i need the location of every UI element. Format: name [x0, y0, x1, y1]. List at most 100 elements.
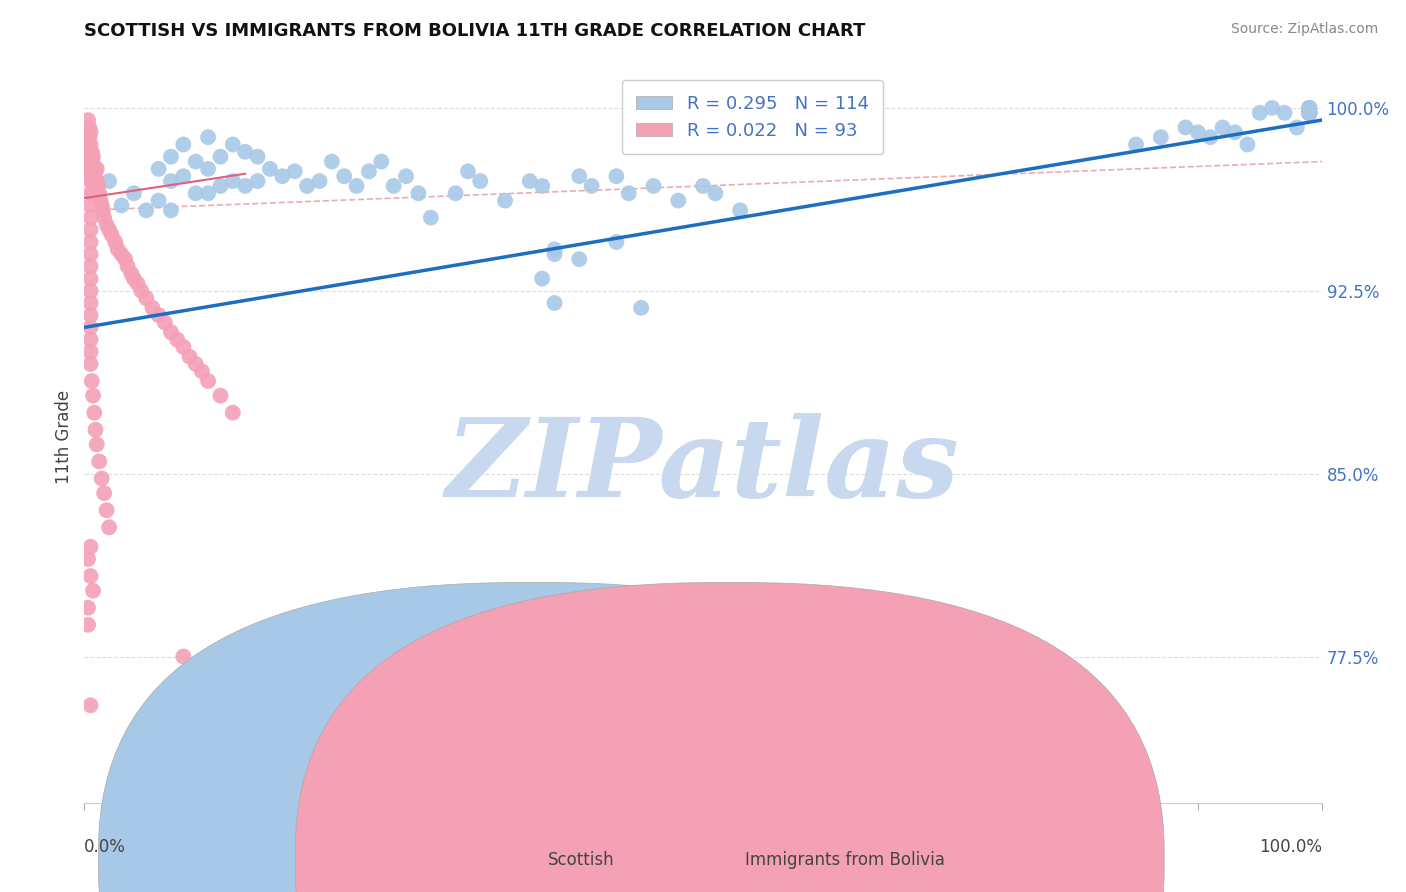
Point	[581, 178, 603, 193]
Point	[1298, 105, 1320, 120]
Point	[79, 271, 101, 285]
Point	[1249, 105, 1271, 120]
Point	[96, 503, 118, 517]
Point	[110, 247, 132, 261]
Point	[79, 540, 101, 554]
Point	[1298, 105, 1320, 120]
Point	[79, 174, 101, 188]
Point	[90, 198, 112, 212]
Point	[605, 169, 627, 184]
Point	[222, 137, 245, 152]
Point	[127, 277, 149, 291]
Point	[643, 178, 665, 193]
Point	[79, 235, 101, 249]
Point	[543, 296, 565, 310]
Point	[160, 174, 183, 188]
Point	[79, 130, 101, 145]
Point	[79, 120, 101, 135]
Text: Immigrants from Bolivia: Immigrants from Bolivia	[745, 851, 945, 869]
Point	[77, 113, 100, 128]
Point	[543, 247, 565, 261]
Point	[233, 145, 256, 159]
Point	[160, 150, 183, 164]
Point	[1274, 105, 1296, 120]
Point	[79, 186, 101, 201]
Point	[86, 174, 108, 188]
Point	[395, 169, 418, 184]
Point	[191, 364, 214, 378]
Point	[1223, 125, 1246, 139]
Point	[104, 235, 127, 249]
Point	[543, 243, 565, 257]
Point	[209, 150, 232, 164]
Point	[617, 186, 640, 201]
Point	[1298, 105, 1320, 120]
Point	[84, 423, 107, 437]
Point	[1298, 105, 1320, 120]
Point	[1199, 130, 1222, 145]
Point	[98, 223, 121, 237]
Point	[160, 203, 183, 218]
Point	[1298, 105, 1320, 120]
Point	[284, 164, 307, 178]
Point	[197, 130, 219, 145]
Point	[1236, 137, 1258, 152]
Point	[80, 154, 103, 169]
Point	[1298, 105, 1320, 120]
Point	[79, 161, 101, 176]
Point	[444, 186, 467, 201]
Point	[77, 600, 100, 615]
Point	[1298, 105, 1320, 120]
Point	[172, 649, 194, 664]
Point	[79, 344, 101, 359]
Point	[83, 160, 105, 174]
Point	[79, 296, 101, 310]
Point	[1298, 105, 1320, 120]
Point	[77, 552, 100, 566]
Point	[1298, 105, 1320, 120]
Point	[79, 333, 101, 347]
Text: ZIPatlas: ZIPatlas	[446, 413, 960, 520]
Point	[79, 698, 101, 713]
Point	[605, 235, 627, 249]
Point	[166, 333, 188, 347]
Point	[1298, 105, 1320, 120]
Point	[120, 267, 142, 281]
Point	[1298, 105, 1320, 120]
Point	[160, 325, 183, 339]
Point	[1298, 101, 1320, 115]
Point	[531, 271, 554, 285]
Point	[704, 186, 727, 201]
Point	[1298, 105, 1320, 120]
Point	[79, 260, 101, 274]
Y-axis label: 11th Grade: 11th Grade	[55, 390, 73, 484]
Point	[89, 194, 111, 208]
Point	[1298, 105, 1320, 120]
Point	[79, 223, 101, 237]
Point	[209, 389, 232, 403]
Point	[82, 583, 104, 598]
Point	[153, 316, 176, 330]
Point	[79, 125, 101, 139]
Point	[692, 178, 714, 193]
Point	[1298, 105, 1320, 120]
Point	[93, 486, 115, 500]
Point	[100, 227, 122, 242]
Point	[82, 161, 104, 176]
Point	[246, 174, 269, 188]
Point	[1298, 105, 1320, 120]
Point	[80, 145, 103, 159]
Text: Scottish: Scottish	[548, 851, 614, 869]
Point	[77, 161, 100, 176]
Point	[79, 154, 101, 169]
Point	[1187, 125, 1209, 139]
Point	[531, 178, 554, 193]
Point	[1298, 105, 1320, 120]
Text: 100.0%: 100.0%	[1258, 838, 1322, 856]
Point	[1150, 130, 1173, 145]
Point	[117, 260, 139, 274]
Point	[98, 174, 121, 188]
Point	[98, 520, 121, 534]
Point	[457, 164, 479, 178]
Point	[295, 178, 318, 193]
